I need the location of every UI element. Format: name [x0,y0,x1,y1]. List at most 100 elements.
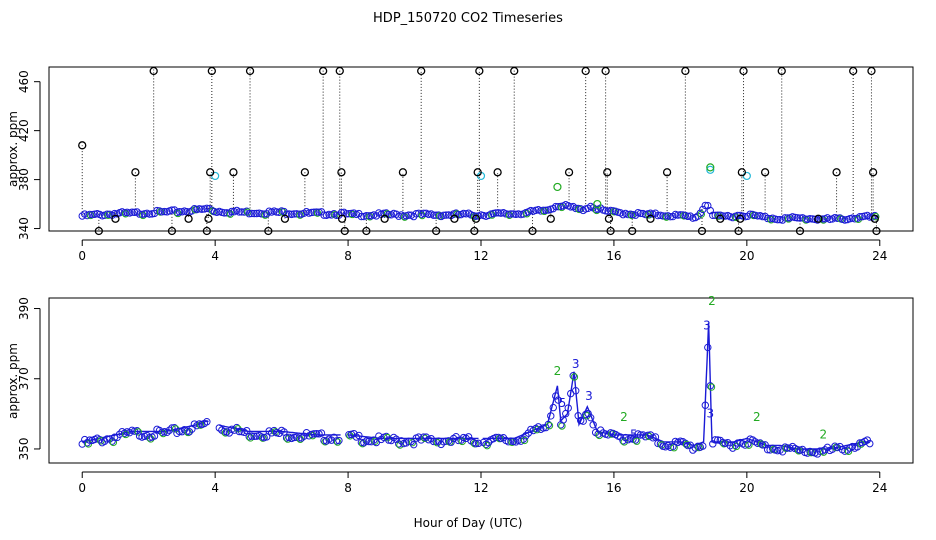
series-point [517,437,525,445]
bottom-x-tick-label: 20 [739,481,754,495]
top-x-tick-label: 0 [78,249,86,263]
baseline-point [86,210,94,219]
series-point [163,428,171,437]
alt-point [401,213,409,221]
bottom-x-tick-label: 12 [473,481,488,495]
spike-point [867,66,876,76]
green-point [593,199,602,209]
baseline-point [841,216,849,224]
baseline-point [257,210,266,218]
spike-point [204,214,213,223]
baseline-point [773,215,782,224]
point-label: 2 [753,410,761,424]
series-point [310,430,318,438]
baseline-point [818,215,827,223]
spike-point [681,66,690,76]
baseline-point [699,205,707,214]
top-x-tick-label: 20 [739,249,754,263]
series-point [355,431,363,440]
baseline-point [145,210,154,218]
baseline-point [459,209,468,218]
baseline-point [856,213,864,221]
series-point [539,424,548,432]
alt-point [583,411,591,420]
baseline-point [783,214,792,222]
series-point [529,426,538,435]
point-label: 3 [703,319,711,333]
series-point [584,409,592,418]
spike-point [245,66,255,76]
spike-point [202,226,211,236]
series-point [150,432,159,440]
baseline-point [624,210,632,219]
baseline-point [128,208,136,216]
spike-point [475,66,484,76]
alt-point [545,421,554,430]
top-x-tick-label: 16 [606,249,621,263]
baseline-point [542,206,550,215]
baseline-point [400,212,408,220]
alt-point [171,425,180,433]
spike-point [380,214,389,223]
baseline-point [188,207,196,215]
alt-point [396,441,404,449]
point-label: 5 [559,396,567,410]
baseline-point [574,204,582,213]
baseline-point [601,207,610,215]
alt-point [633,437,641,445]
spike-point [184,214,193,223]
green-point [706,163,715,172]
series-point [464,433,473,441]
alt-point [134,428,142,436]
series-point [734,439,742,447]
point-label: 3 [585,389,593,403]
baseline-point [791,213,799,222]
spike-point [603,168,612,177]
green-point [553,182,562,192]
series-point [636,431,645,439]
spike-point [604,214,614,223]
series-point [843,446,852,454]
baseline-point [567,203,575,211]
bottom-x-tick-label: 16 [606,481,621,495]
spike-point [716,214,725,223]
series-point [651,433,660,441]
series-point [492,433,500,442]
spike-point [849,66,858,76]
baseline-point [223,209,231,217]
series-point [579,417,587,425]
bottom-x-tick-label: 0 [78,481,86,495]
baseline-point [248,209,256,218]
spike-point [606,226,615,236]
series-point [185,428,194,436]
alt-point [408,438,417,447]
spike-point [510,66,519,76]
alt-point [570,373,579,381]
series-point [125,428,134,437]
series-point [569,372,577,380]
baseline-point [252,209,261,218]
spike-point [528,226,537,236]
series-point [706,382,714,390]
baseline-point [572,204,580,213]
point-label: 5 [630,427,638,441]
point-label: 2 [620,410,628,424]
series-point [362,437,371,445]
top-x-tick-label: 24 [872,249,887,263]
series-point [711,436,719,444]
baseline-point [606,206,615,215]
alt-point [488,211,496,219]
spike-point [471,214,481,223]
series-point [370,436,378,444]
baseline-point [502,210,510,218]
series-point [168,424,176,432]
series-point [559,416,567,424]
baseline-point [195,205,204,213]
spike-point [207,66,216,76]
baseline-point [801,215,809,223]
baseline-point [88,210,96,219]
series-point [621,433,630,442]
bottom-x-tick-label: 4 [211,481,219,495]
spike-point [131,168,140,177]
baseline-point [130,208,139,217]
